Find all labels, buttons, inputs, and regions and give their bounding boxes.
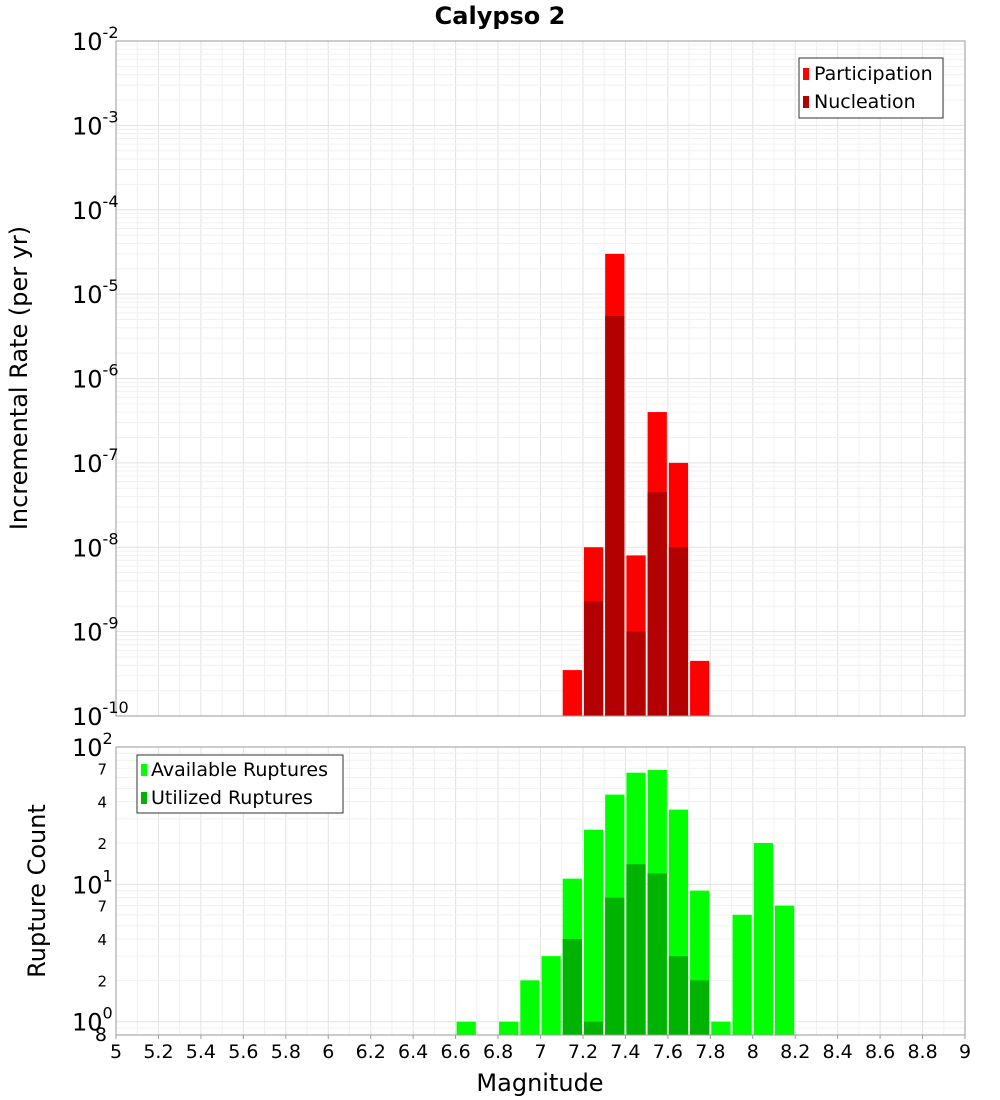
bottom-y-minor-tick-label: 8: [95, 1024, 107, 1046]
top-plot-area: 10-2 10-3 10-4 10-5 10-6 10-7 10-8 10-9 10-10 Par…: [72, 23, 966, 731]
x-tick-label: 8.2: [780, 1041, 810, 1063]
x-tick-label: 8.4: [823, 1041, 853, 1063]
bottom-bar-secondary: [583, 1021, 604, 1035]
top-bar-secondary: [668, 547, 689, 716]
bottom-bar-secondary: [626, 864, 646, 1035]
bottom-y-minor-tick-label: 2: [97, 972, 107, 990]
x-tick-label: 5: [110, 1041, 122, 1063]
top-y-tick-label: 10-5: [72, 276, 119, 309]
bottom-y-tick-label: 102: [72, 729, 113, 762]
bottom-y-tick-label: 101: [72, 866, 113, 899]
x-tick-label: 5.8: [271, 1041, 301, 1063]
bottom-y-minor-tick-label: 2: [97, 835, 107, 853]
legend-swatch-participation: [803, 68, 809, 80]
bottom-y-minor-tick-label: 4: [97, 931, 107, 949]
x-tick-label: 8.8: [907, 1041, 937, 1063]
bottom-bar-primary: [541, 956, 561, 1035]
x-tick-label: 6.4: [398, 1041, 428, 1063]
bottom-legend: Available Ruptures Utilized Ruptures: [136, 754, 344, 814]
bottom-y-tick-label: 100: [72, 1004, 113, 1037]
top-bar-secondary: [626, 631, 646, 716]
x-tick-label: 8.6: [865, 1041, 895, 1063]
x-tick-label: 6: [322, 1041, 334, 1063]
x-tick-label: 7: [534, 1041, 546, 1063]
top-bar-primary: [562, 670, 582, 716]
x-tick-label: 7.4: [610, 1041, 640, 1063]
legend-label-nucleation: Nucleation: [814, 91, 916, 113]
bottom-bar-secondary: [605, 897, 625, 1035]
legend-label-available: Available Ruptures: [151, 759, 328, 781]
x-axis-label: Magnitude: [476, 1069, 603, 1097]
bottom-plot-area: 102 101 100 7 4 2 7 4 2 8 Available Ruptures Utiliz…: [72, 729, 966, 1046]
bottom-y-minor-tick-label: 4: [97, 794, 107, 812]
bottom-bar-primary: [583, 829, 604, 1035]
top-y-tick-label: 10-2: [72, 23, 119, 56]
x-tick-label: 7.6: [653, 1041, 683, 1063]
x-tick-label: 6.8: [483, 1041, 513, 1063]
x-tick-label: 8: [747, 1041, 759, 1063]
top-y-tick-label: 10-3: [72, 107, 119, 140]
bottom-bar-primary: [711, 1021, 731, 1035]
top-y-axis-label: Incremental Rate (per yr): [5, 226, 33, 530]
top-y-tick-label: 10-9: [72, 614, 119, 647]
bottom-legend-box: [136, 754, 344, 814]
top-bar-secondary: [605, 316, 625, 716]
bottom-bar-secondary: [647, 873, 667, 1035]
top-y-tick-label: 10-10: [72, 698, 129, 731]
bottom-bar-secondary: [690, 980, 710, 1035]
top-border: [115, 40, 966, 717]
bottom-bar-secondary: [562, 939, 582, 1035]
top-legend: Participation Nucleation: [798, 57, 944, 119]
x-tick-label: 6.2: [356, 1041, 386, 1063]
x-tick-label: 5.2: [143, 1041, 173, 1063]
legend-label-utilized: Utilized Ruptures: [151, 787, 313, 809]
top-bar-secondary: [647, 492, 667, 716]
top-y-tick-label: 10-4: [72, 192, 119, 225]
x-tick-label: 7.2: [568, 1041, 598, 1063]
top-bar-primary: [690, 660, 710, 716]
bottom-bar-secondary: [668, 956, 689, 1035]
legend-swatch-available: [141, 764, 147, 776]
legend-swatch-utilized: [141, 792, 147, 804]
bottom-bar-primary: [499, 1021, 519, 1035]
bottom-bar-primary: [774, 905, 795, 1035]
x-tick-label: 5.4: [186, 1041, 216, 1063]
bottom-y-minor-tick-label: 7: [97, 760, 107, 778]
bottom-bar-primary: [732, 914, 752, 1035]
top-y-tick-label: 10-8: [72, 529, 119, 562]
top-y-tick-label: 10-6: [72, 361, 119, 394]
x-tick-label: 5.6: [228, 1041, 258, 1063]
legend-label-participation: Participation: [814, 63, 933, 85]
bottom-y-minor-tick-label: 7: [97, 898, 107, 916]
bottom-bar-primary: [753, 843, 773, 1035]
top-legend-box: [798, 57, 944, 119]
chart-title: Calypso 2: [435, 2, 566, 30]
x-tick-label: 9: [959, 1041, 971, 1063]
x-tick-label: 7.8: [695, 1041, 725, 1063]
legend-swatch-nucleation: [803, 96, 809, 108]
x-tick-label: 6.6: [440, 1041, 470, 1063]
top-bar-secondary: [583, 601, 604, 716]
bottom-bar-primary: [456, 1021, 476, 1035]
bottom-bar-primary: [520, 980, 540, 1035]
top-y-tick-label: 10-7: [72, 445, 119, 478]
bottom-y-axis-label: Rupture Count: [23, 804, 51, 978]
